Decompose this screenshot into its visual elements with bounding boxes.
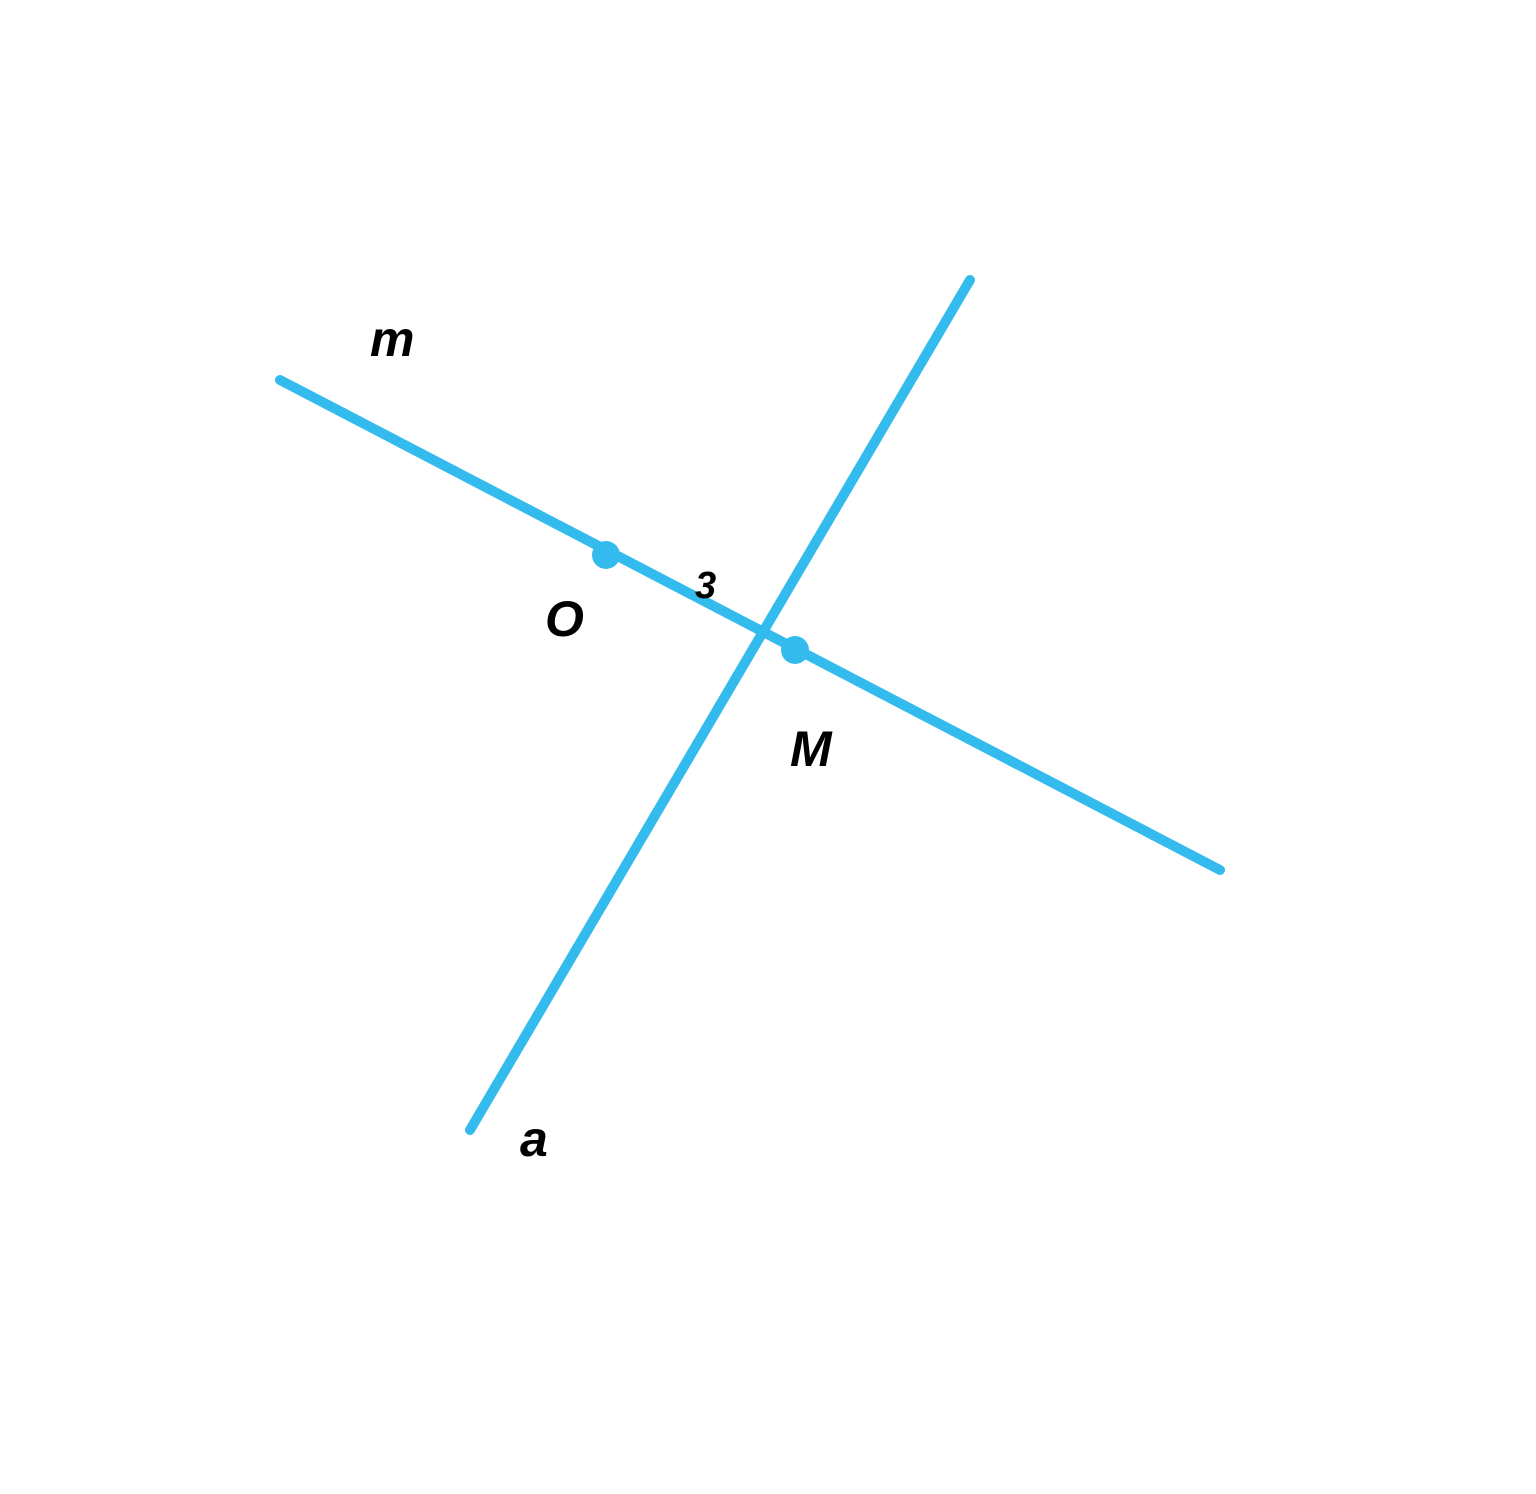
label-point-O: O — [545, 590, 584, 648]
geometry-diagram — [0, 0, 1536, 1494]
label-m: m — [370, 310, 414, 368]
label-a: a — [520, 1110, 548, 1168]
label-point-M: M — [790, 720, 832, 778]
point-M — [781, 636, 809, 664]
point-O — [592, 541, 620, 569]
line-m — [280, 380, 1220, 870]
label-segment-length: 3 — [695, 565, 716, 608]
